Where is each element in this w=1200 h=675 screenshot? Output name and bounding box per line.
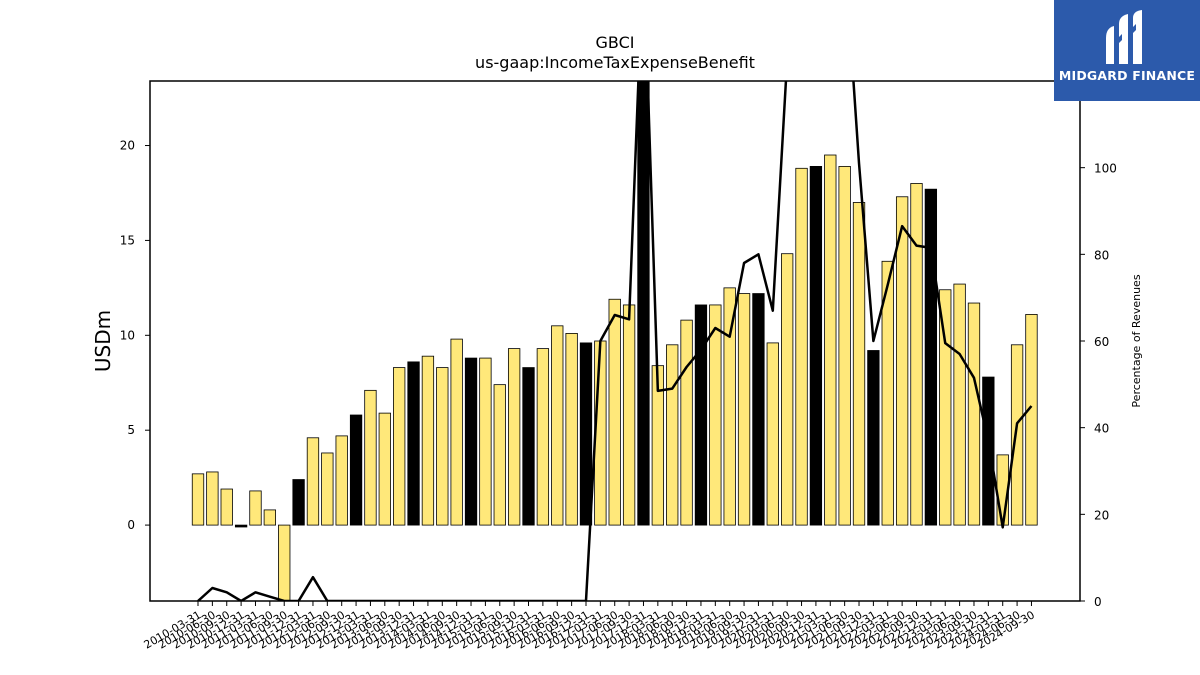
bar [191, 473, 205, 526]
bar [234, 524, 248, 528]
bar-series [191, 81, 1038, 601]
bar [824, 154, 837, 526]
y-axis-label: USDm [91, 310, 115, 372]
bar [723, 287, 736, 526]
y2-tick-label: 0 [1094, 595, 1102, 609]
y2-tick-label: 40 [1094, 422, 1109, 436]
line-series [197, 81, 1033, 601]
bar [450, 338, 463, 526]
bar [263, 509, 277, 526]
y-tick-label: 5 [127, 423, 135, 437]
bar [479, 357, 492, 526]
bar [292, 479, 305, 526]
brand-name: MIDGARD FINANCE [1058, 68, 1196, 83]
y2-axis-label: Percentage of Revenues [1130, 274, 1143, 407]
bar [206, 471, 219, 526]
bar [306, 437, 320, 526]
bar [924, 188, 938, 526]
bar [608, 298, 621, 526]
bar [436, 367, 449, 526]
bar [781, 253, 794, 526]
brand-logo: MIDGARD FINANCE [1054, 0, 1200, 101]
bar [321, 452, 334, 526]
bar [694, 304, 708, 526]
y2-tick-label: 20 [1094, 508, 1109, 522]
bar [666, 344, 679, 526]
bar [622, 304, 636, 526]
bar [378, 412, 391, 526]
bar [364, 389, 377, 526]
y2-tick-label: 60 [1094, 335, 1109, 349]
y-tick-label: 10 [120, 328, 135, 342]
bar [1010, 344, 1024, 526]
bar [910, 183, 923, 526]
bar [278, 524, 291, 601]
bar [393, 367, 406, 526]
bar [536, 348, 550, 526]
bar [867, 350, 880, 526]
bar [407, 361, 420, 526]
y-axis: 0 5 10 15 20 [120, 139, 150, 532]
bar [709, 304, 722, 526]
bar [838, 165, 851, 526]
bar [752, 293, 765, 526]
bar [637, 81, 650, 526]
bar [220, 488, 233, 526]
bar [852, 202, 866, 526]
y2-axis: 0 20 40 60 80 100 [1080, 162, 1117, 609]
bar [967, 302, 981, 526]
bar [551, 325, 564, 526]
bar [565, 333, 578, 526]
bar [507, 348, 521, 526]
chart-subtitle: us-gaap:IncomeTaxExpenseBenefit [475, 53, 755, 72]
bar [881, 260, 894, 526]
bar [795, 167, 808, 526]
y2-tick-label: 80 [1094, 248, 1109, 262]
bar [953, 283, 966, 526]
percentage-line [197, 81, 1033, 601]
bar [680, 319, 693, 526]
bar [1025, 314, 1038, 526]
y-tick-label: 0 [127, 518, 135, 532]
brand-mark-icon [1106, 10, 1142, 64]
bar [766, 342, 779, 526]
bar [493, 384, 506, 526]
bar [579, 342, 593, 526]
bar [464, 357, 478, 526]
x-axis: 2010-03-312010-06-302010-09-302010-12-31… [142, 601, 1037, 652]
bar [249, 490, 262, 526]
bar [895, 196, 909, 526]
bar [737, 293, 751, 526]
y-tick-label: 20 [120, 139, 135, 153]
bar [939, 289, 952, 526]
bar [335, 435, 348, 526]
chart-title: GBCI [596, 33, 635, 52]
bar [809, 165, 823, 526]
y2-tick-label: 100 [1094, 162, 1117, 176]
bar [349, 414, 363, 526]
y-tick-label: 15 [120, 233, 135, 247]
bar [421, 355, 435, 526]
bar [522, 367, 535, 526]
bar [982, 376, 995, 526]
